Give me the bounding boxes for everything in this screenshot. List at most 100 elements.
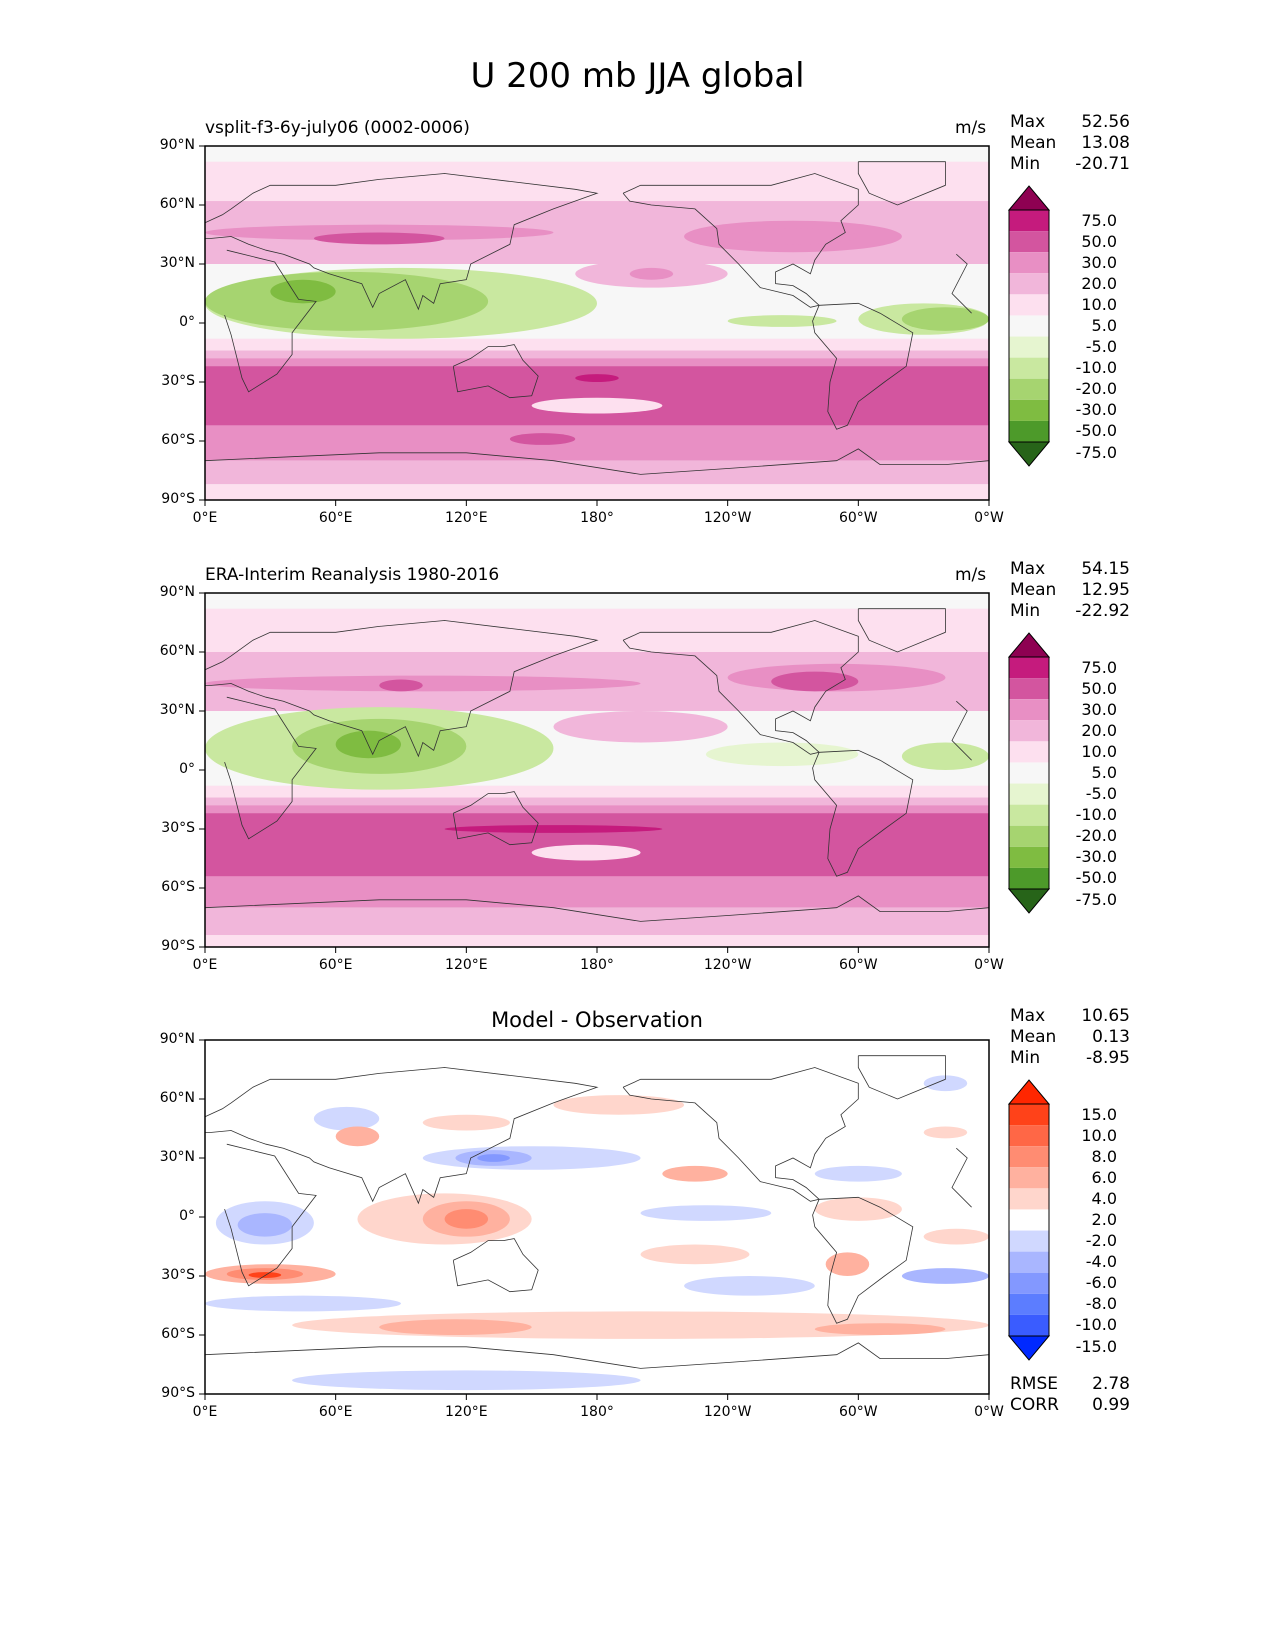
stat-mean-value: 12.95	[1081, 580, 1130, 600]
colorbar-label: 30.0	[1081, 699, 1117, 719]
field-region	[379, 679, 423, 692]
colorbar-segment	[1009, 1251, 1049, 1273]
colorbar-segment	[1009, 846, 1049, 868]
field-region	[629, 267, 674, 280]
colorbar-segment	[1009, 1146, 1049, 1168]
colorbar-segment	[1009, 420, 1049, 442]
field-region	[379, 1319, 532, 1335]
field-region	[248, 1272, 282, 1278]
field-region	[205, 675, 641, 692]
colorbar-segment	[1009, 762, 1049, 784]
lon-tick-label: 180°	[580, 1404, 614, 1420]
lat-tick-label: 90°N	[159, 137, 195, 153]
lon-tick-label: 180°	[580, 510, 614, 526]
colorbar-label: -6.0	[1085, 1273, 1117, 1293]
colorbar-segment	[1009, 378, 1049, 400]
coastline	[204, 1067, 599, 1205]
coastline	[452, 344, 539, 399]
map-panel-model	[199, 145, 1051, 506]
colorbar-label: 10.0	[1081, 1125, 1117, 1145]
coastline	[452, 1238, 539, 1293]
colorbar-label: 5.0	[1091, 763, 1117, 782]
field-region	[509, 433, 576, 445]
colorbar-label: -10.0	[1075, 1315, 1117, 1335]
field-region	[923, 1075, 968, 1092]
colorbar-label: -10.0	[1075, 358, 1117, 378]
field-region	[640, 1244, 750, 1265]
stat-corr-label: CORR	[1010, 1395, 1059, 1415]
field-region	[575, 374, 619, 383]
coastline	[951, 700, 972, 761]
colorbar-max-extend	[1007, 1079, 1051, 1105]
colorbar-segment	[1009, 294, 1049, 316]
field-region	[292, 1370, 641, 1391]
colorbar-label: 15.0	[1081, 1104, 1117, 1124]
field-band	[205, 907, 989, 936]
coastline	[857, 608, 946, 653]
lon-tick-label: 60°E	[318, 957, 353, 973]
colorbar-label: -5.0	[1085, 337, 1117, 357]
colorbar-segment	[1009, 657, 1049, 679]
field-region	[814, 1197, 902, 1221]
field-region	[901, 742, 989, 770]
colorbar-label: 8.0	[1091, 1146, 1117, 1166]
field-region	[727, 228, 859, 245]
lat-tick-label: 90°N	[159, 584, 195, 600]
colorbar-min-extend	[1007, 1335, 1051, 1361]
colorbar-label: 4.0	[1091, 1188, 1117, 1208]
colorbar-max-extend	[1007, 632, 1051, 658]
field-region	[422, 1114, 510, 1131]
coastline	[812, 1196, 914, 1324]
coastline	[951, 253, 972, 314]
lat-tick-label: 90°N	[159, 1031, 195, 1047]
stat-max-label: Max	[1010, 559, 1046, 579]
colorbar-label: -15.0	[1075, 1336, 1117, 1356]
field-region	[901, 307, 989, 331]
coastline	[204, 173, 599, 311]
field-band	[205, 935, 989, 947]
colorbar-label: 50.0	[1081, 231, 1117, 251]
field-region	[705, 742, 859, 767]
colorbar-frame	[1008, 656, 1050, 890]
colorbar-segment	[1009, 231, 1049, 253]
coastline	[857, 1055, 946, 1100]
field-region	[444, 825, 663, 833]
coastline	[224, 249, 317, 393]
lon-tick-label: 120°E	[445, 957, 488, 973]
lon-tick-label: 60°E	[318, 510, 353, 526]
lat-tick-label: 60°N	[159, 196, 195, 212]
lon-tick-label: 180°	[580, 957, 614, 973]
field-region	[814, 1165, 902, 1182]
lon-tick-label: 0°E	[192, 957, 218, 973]
colorbar-min-extend	[1007, 888, 1051, 914]
colorbar-segment	[1009, 804, 1049, 826]
colorbar-segment	[1009, 1188, 1049, 1210]
lon-tick-label: 120°W	[703, 957, 752, 973]
stat-mean-label: Mean	[1010, 133, 1057, 153]
colorbar-label: 2.0	[1091, 1210, 1117, 1229]
coastline	[951, 1147, 972, 1208]
stat-max-label: Max	[1010, 1006, 1046, 1026]
stat-mean-value: 13.08	[1081, 133, 1130, 153]
field-region	[444, 1209, 489, 1229]
lat-tick-label: 30°S	[161, 1267, 195, 1283]
lat-tick-label: 0°	[179, 314, 195, 330]
coastline	[622, 173, 859, 308]
field-region	[270, 279, 336, 304]
colorbar-min-extend	[1007, 441, 1051, 467]
panel-units: m/s	[955, 565, 987, 585]
field-region	[205, 1295, 401, 1312]
field-region	[727, 315, 837, 327]
stat-min-label: Min	[1010, 154, 1041, 174]
field-region	[684, 1276, 815, 1296]
lon-tick-label: 0°E	[192, 1404, 218, 1420]
map-panel-diff	[199, 1039, 1051, 1400]
colorbar-segment	[1009, 1125, 1049, 1147]
stat-max-value: 52.56	[1081, 112, 1130, 132]
stat-max-value: 54.15	[1081, 559, 1130, 579]
colorbar-label: -30.0	[1075, 400, 1117, 420]
colorbar-segment	[1009, 1104, 1049, 1126]
field-region	[553, 711, 728, 743]
figure-title: U 200 mb JJA global	[470, 56, 805, 96]
field-region	[313, 1106, 380, 1131]
